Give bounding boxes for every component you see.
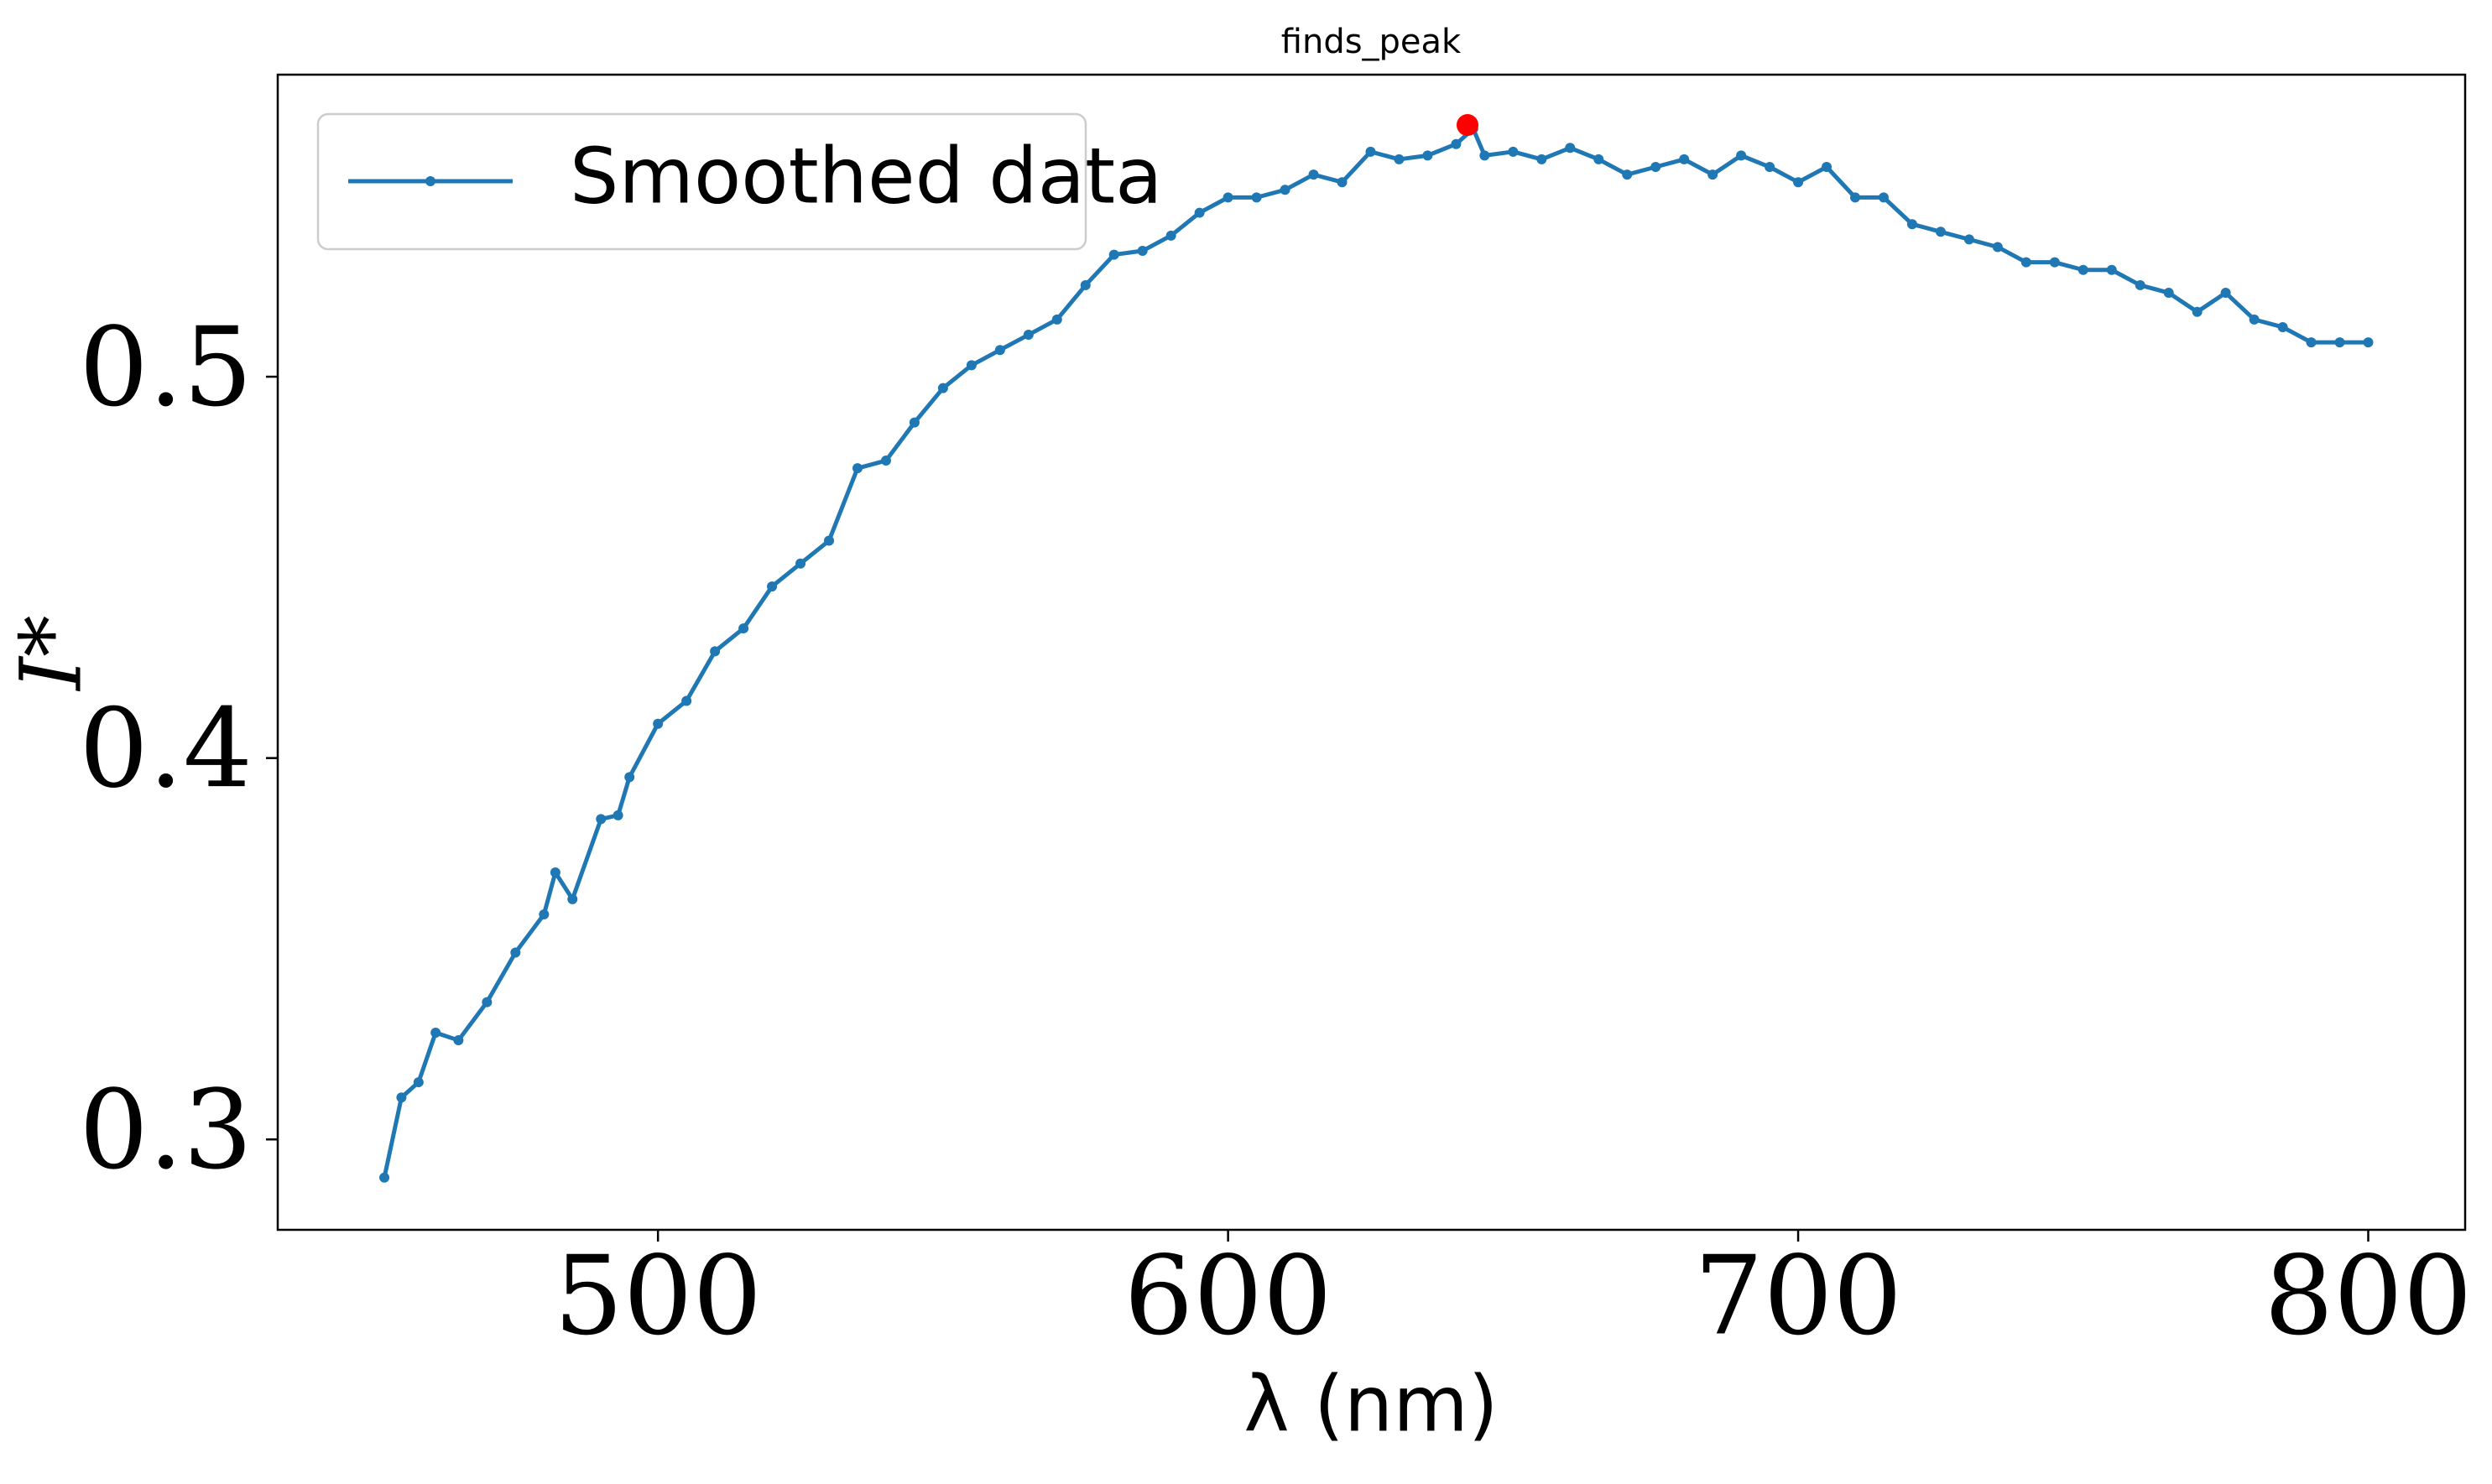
data-point bbox=[1422, 150, 1433, 161]
data-point bbox=[1536, 154, 1547, 164]
data-point bbox=[653, 718, 664, 729]
data-point bbox=[2078, 264, 2088, 275]
data-point bbox=[1223, 192, 1233, 203]
data-point bbox=[1793, 177, 1804, 188]
data-point bbox=[1479, 150, 1490, 161]
y-axis-label: I* bbox=[3, 615, 101, 692]
legend-swatch-marker bbox=[425, 176, 435, 186]
data-point bbox=[1593, 154, 1604, 164]
data-point bbox=[909, 417, 920, 428]
data-point bbox=[567, 893, 578, 904]
x-tick-label: 800 bbox=[2264, 1232, 2472, 1360]
data-point bbox=[539, 909, 550, 920]
data-point bbox=[430, 1027, 441, 1038]
legend-label: Smoothed data bbox=[570, 131, 1162, 221]
y-tick-label: 0.3 bbox=[79, 1066, 253, 1194]
data-point bbox=[852, 463, 863, 474]
data-point bbox=[1023, 330, 1034, 341]
data-point bbox=[1679, 154, 1690, 164]
data-point bbox=[1251, 192, 1262, 203]
data-point bbox=[2135, 279, 2145, 290]
data-point bbox=[1736, 150, 1747, 161]
peak-marker bbox=[1456, 114, 1478, 137]
data-point bbox=[396, 1092, 407, 1103]
data-point bbox=[966, 360, 977, 371]
chart-title: finds_peak bbox=[1281, 23, 1462, 61]
data-point bbox=[1165, 230, 1176, 241]
y-tick-label: 0.5 bbox=[79, 304, 253, 431]
data-point bbox=[2020, 257, 2031, 268]
data-point bbox=[1508, 146, 1519, 157]
data-point bbox=[2192, 306, 2203, 317]
data-point bbox=[1308, 169, 1319, 180]
data-point bbox=[1565, 143, 1576, 154]
data-point bbox=[880, 456, 891, 466]
data-point bbox=[2249, 314, 2260, 325]
data-point bbox=[550, 867, 560, 878]
data-point bbox=[681, 695, 692, 706]
data-point bbox=[1906, 219, 1917, 230]
data-point bbox=[2220, 288, 2231, 299]
data-point bbox=[2163, 288, 2174, 299]
x-tick-label: 600 bbox=[1124, 1232, 1332, 1360]
data-point bbox=[413, 1077, 424, 1088]
data-point bbox=[1963, 234, 1974, 245]
data-point bbox=[795, 558, 806, 569]
data-point bbox=[1394, 154, 1405, 164]
data-point bbox=[1850, 192, 1861, 203]
data-point bbox=[1707, 169, 1718, 180]
data-point bbox=[453, 1035, 464, 1046]
data-point bbox=[1280, 185, 1290, 195]
data-point bbox=[1650, 162, 1661, 173]
data-point bbox=[710, 646, 721, 657]
x-axis-label: λ (nm) bbox=[1243, 1359, 1498, 1449]
data-point bbox=[613, 810, 623, 820]
data-point bbox=[1451, 138, 1462, 149]
x-tick-label: 500 bbox=[554, 1232, 762, 1360]
data-point bbox=[2306, 337, 2317, 348]
data-point bbox=[2106, 264, 2117, 275]
data-point bbox=[1194, 207, 1205, 218]
data-point bbox=[767, 581, 778, 592]
data-point bbox=[2334, 337, 2345, 348]
data-point bbox=[1822, 162, 1833, 173]
data-point bbox=[824, 535, 835, 546]
data-point bbox=[379, 1172, 390, 1183]
data-point bbox=[1878, 192, 1889, 203]
plot-frame bbox=[276, 73, 2467, 1231]
data-point bbox=[1108, 249, 1119, 260]
data-point bbox=[482, 997, 493, 1008]
data-point bbox=[2363, 337, 2374, 348]
data-point bbox=[1935, 227, 1946, 237]
data-point bbox=[1337, 177, 1348, 188]
data-point bbox=[2049, 257, 2060, 268]
legend-box bbox=[316, 112, 1087, 251]
data-point bbox=[1051, 314, 1062, 325]
data-point bbox=[994, 345, 1005, 356]
data-point bbox=[738, 623, 749, 634]
data-point bbox=[1080, 279, 1091, 290]
y-tick-label: 0.4 bbox=[79, 685, 253, 812]
data-point bbox=[1765, 162, 1775, 173]
data-point bbox=[1365, 146, 1376, 157]
data-point bbox=[937, 383, 948, 393]
data-point bbox=[1137, 246, 1148, 257]
data-point bbox=[624, 772, 635, 783]
x-tick-label: 700 bbox=[1694, 1232, 1902, 1360]
data-point bbox=[1622, 169, 1633, 180]
data-point bbox=[2277, 321, 2288, 332]
data-point bbox=[510, 947, 521, 958]
data-point bbox=[1992, 242, 2003, 253]
data-point bbox=[596, 814, 607, 825]
